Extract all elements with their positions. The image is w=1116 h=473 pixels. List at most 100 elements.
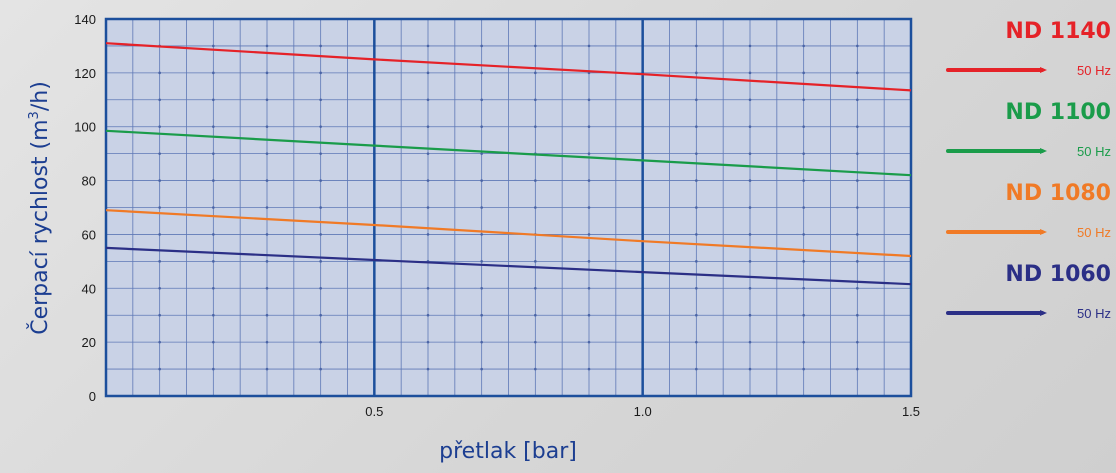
y-axis-title-tail: /h) xyxy=(28,81,53,111)
grid-dot xyxy=(695,152,698,155)
grid-dot xyxy=(265,367,269,371)
grid-dot xyxy=(534,206,537,209)
grid-dot xyxy=(319,233,322,236)
x-tick-labels: 0.5 1.0 1.5 xyxy=(365,404,920,419)
grid-dot xyxy=(212,286,215,290)
grid-dot xyxy=(212,367,215,371)
grid-dot xyxy=(748,260,752,263)
grid-dot xyxy=(748,152,752,155)
grid-dot xyxy=(480,286,483,290)
grid-dot xyxy=(695,286,698,290)
y-tick-label: 0 xyxy=(89,389,96,404)
grid-dot xyxy=(856,98,859,102)
legend-name-nd-1080: ND 1080 xyxy=(1005,181,1111,206)
legend-swatch-tip xyxy=(1040,148,1047,154)
grid-dot xyxy=(212,233,215,236)
legend-name-nd-1140: ND 1140 xyxy=(1005,19,1111,44)
grid-dot xyxy=(748,313,752,317)
y-tick-label: 60 xyxy=(82,227,96,242)
legend-frequency-nd-1100: 50 Hz xyxy=(1077,144,1111,159)
grid-dot xyxy=(319,152,322,155)
grid-dot xyxy=(802,313,805,317)
grid-dot xyxy=(480,340,483,344)
x-tick-label: 1.0 xyxy=(634,404,652,419)
grid-dot xyxy=(212,44,215,48)
grid-dot xyxy=(265,233,269,236)
grid-dot xyxy=(748,206,752,209)
grid-dot xyxy=(802,260,805,263)
series-line-nd-1100 xyxy=(105,129,912,177)
grid-dot xyxy=(587,233,591,236)
series-line-nd-1080 xyxy=(105,209,912,258)
grid-dot xyxy=(587,206,591,209)
y-axis-title: Čerpací rychlost (m3/h) xyxy=(27,81,53,335)
grid-dot xyxy=(748,125,752,129)
grid-dot xyxy=(212,98,215,102)
grid-dot xyxy=(534,179,537,182)
legend-frequency-nd-1080: 50 Hz xyxy=(1077,225,1111,240)
y-tick-label: 100 xyxy=(74,120,96,135)
grid-dot xyxy=(319,367,322,371)
grid-dot xyxy=(748,367,752,371)
y-tick-label: 120 xyxy=(74,66,96,81)
y-tick-label: 40 xyxy=(82,281,96,296)
grid-dot xyxy=(212,152,215,155)
grid-dot xyxy=(265,206,269,209)
grid-dot xyxy=(480,98,483,102)
grid-dot xyxy=(856,152,859,155)
grid-dot xyxy=(695,44,698,48)
grid-dot xyxy=(158,286,161,290)
grid-dot xyxy=(212,206,215,209)
grid-dot xyxy=(426,71,430,75)
grid-dot xyxy=(695,179,698,182)
grid-dot xyxy=(426,206,430,209)
y-tick-label: 140 xyxy=(74,12,96,27)
grid-dot xyxy=(802,367,805,371)
grid-dot xyxy=(856,313,859,317)
grid-dot xyxy=(158,367,161,371)
grid-dot xyxy=(587,44,591,48)
grid-dot xyxy=(534,125,537,129)
grid-dot xyxy=(587,125,591,129)
grid-dot xyxy=(426,286,430,290)
grid-dot xyxy=(158,233,161,236)
grid-dot xyxy=(319,286,322,290)
grid-dot xyxy=(319,71,322,75)
grid-dot xyxy=(856,44,859,48)
y-axis-title-superscript: 3 xyxy=(27,111,42,119)
grid-dot xyxy=(587,286,591,290)
grid-dot xyxy=(319,179,322,182)
grid-dot xyxy=(212,313,215,317)
y-tick-label: 80 xyxy=(82,174,96,189)
grid-dot xyxy=(426,44,430,48)
legend-frequency-nd-1140: 50 Hz xyxy=(1077,63,1111,78)
grid-dot xyxy=(265,44,269,48)
grid-dot xyxy=(802,71,805,75)
legend-frequency-nd-1060: 50 Hz xyxy=(1077,306,1111,321)
y-tick-labels: 0 20 40 60 80 100 120 140 xyxy=(74,12,96,404)
grid-dot xyxy=(480,233,483,236)
grid-dot xyxy=(748,286,752,290)
plot-frame xyxy=(104,17,913,398)
legend-swatch-tip xyxy=(1040,229,1047,235)
grid-dot xyxy=(587,152,591,155)
grid-dot xyxy=(695,98,698,102)
grid-dot xyxy=(265,152,269,155)
grid-dot xyxy=(158,71,161,75)
legend-swatch-tip xyxy=(1040,310,1047,316)
legend-name-nd-1060: ND 1060 xyxy=(1005,262,1111,287)
grid-dot xyxy=(158,260,161,263)
x-axis-title: přetlak [bar] xyxy=(439,439,577,464)
grid-dot xyxy=(856,179,859,182)
grid-dot xyxy=(158,179,161,182)
grid-dot xyxy=(158,206,161,209)
grid-dot xyxy=(856,125,859,129)
grid-dot xyxy=(534,340,537,344)
grid-dot xyxy=(856,206,859,209)
grid-dot xyxy=(695,367,698,371)
x-tick-label: 1.5 xyxy=(902,404,920,419)
legend: ND 1140 50 Hz ND 1100 50 Hz ND 1080 50 Hz ND 1… xyxy=(946,19,1111,321)
grid-dot xyxy=(212,179,215,182)
grid-dot xyxy=(748,98,752,102)
